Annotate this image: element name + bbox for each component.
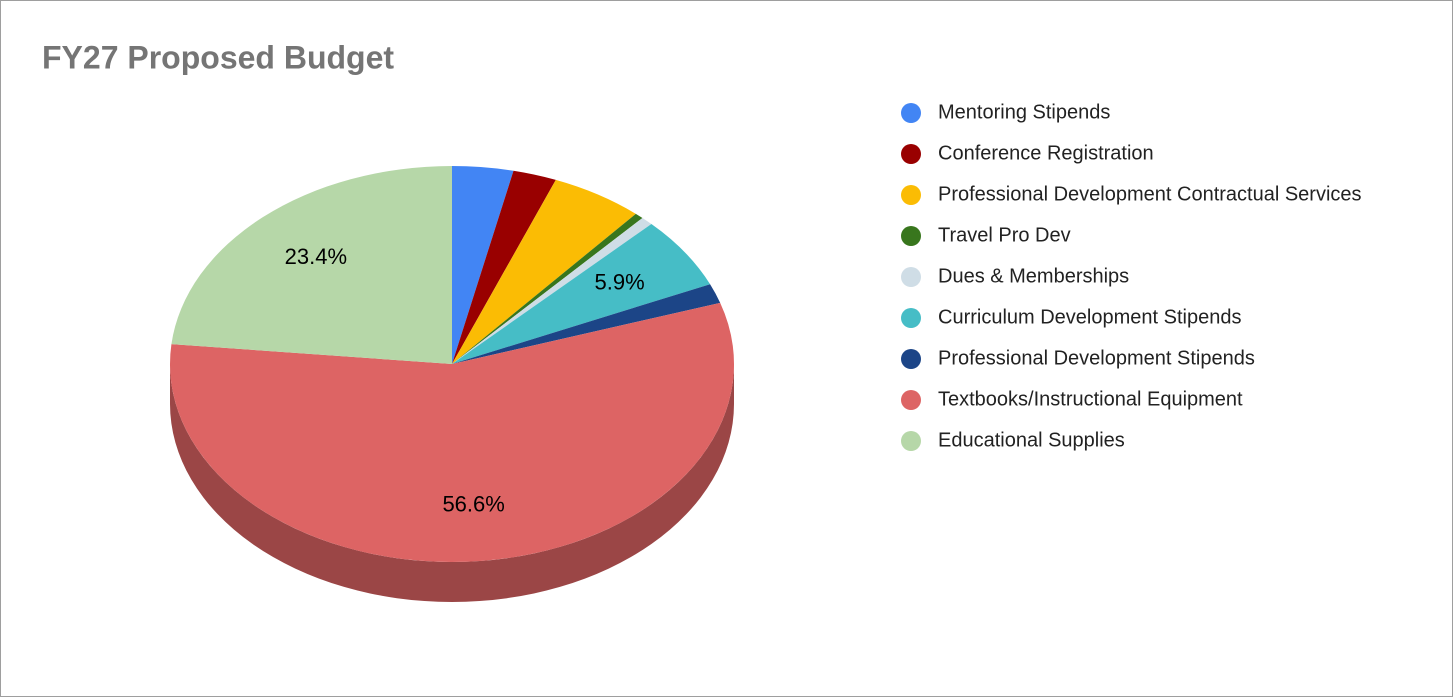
legend-swatch	[901, 226, 921, 246]
slice	[452, 166, 514, 364]
slice-top	[452, 179, 636, 364]
legend-label: Educational Supplies	[938, 429, 1125, 451]
legend-swatch	[901, 103, 921, 123]
legend-label: Mentoring Stipends	[938, 101, 1110, 123]
slice-top	[452, 166, 514, 364]
legend-swatch	[901, 185, 921, 205]
chart-title: FY27 Proposed Budget	[42, 39, 394, 75]
legend-label: Dues & Memberships	[938, 265, 1129, 287]
legend-swatch	[901, 144, 921, 164]
slice-top	[452, 284, 721, 364]
slice-top	[452, 213, 643, 364]
legend-swatch	[901, 349, 921, 369]
legend-label: Professional Development Contractual Ser…	[938, 183, 1362, 205]
slice	[171, 166, 452, 364]
slice	[452, 179, 636, 364]
slice	[452, 223, 711, 364]
legend-label: Travel Pro Dev	[938, 224, 1071, 246]
data-label: 5.9%	[594, 269, 644, 294]
legend-label: Professional Development Stipends	[938, 347, 1255, 369]
slice-side	[170, 364, 734, 602]
legend-swatch	[901, 390, 921, 410]
slice-top	[171, 166, 452, 364]
legend-swatch	[901, 431, 921, 451]
legend-label: Curriculum Development Stipends	[938, 306, 1241, 328]
slice	[452, 284, 721, 364]
legend-label: Textbooks/Instructional Equipment	[938, 388, 1243, 410]
legend-swatch	[901, 308, 921, 328]
slice	[452, 217, 652, 364]
slice-top	[170, 302, 734, 563]
legend-swatch	[901, 267, 921, 287]
slice	[452, 170, 556, 364]
data-label: 23.4%	[285, 244, 347, 269]
slice-top	[452, 170, 556, 364]
slice	[452, 213, 643, 364]
slice-top	[452, 217, 652, 364]
slice	[170, 302, 734, 602]
legend-label: Conference Registration	[938, 142, 1154, 164]
slice-top	[452, 223, 711, 364]
data-label: 56.6%	[442, 492, 504, 517]
